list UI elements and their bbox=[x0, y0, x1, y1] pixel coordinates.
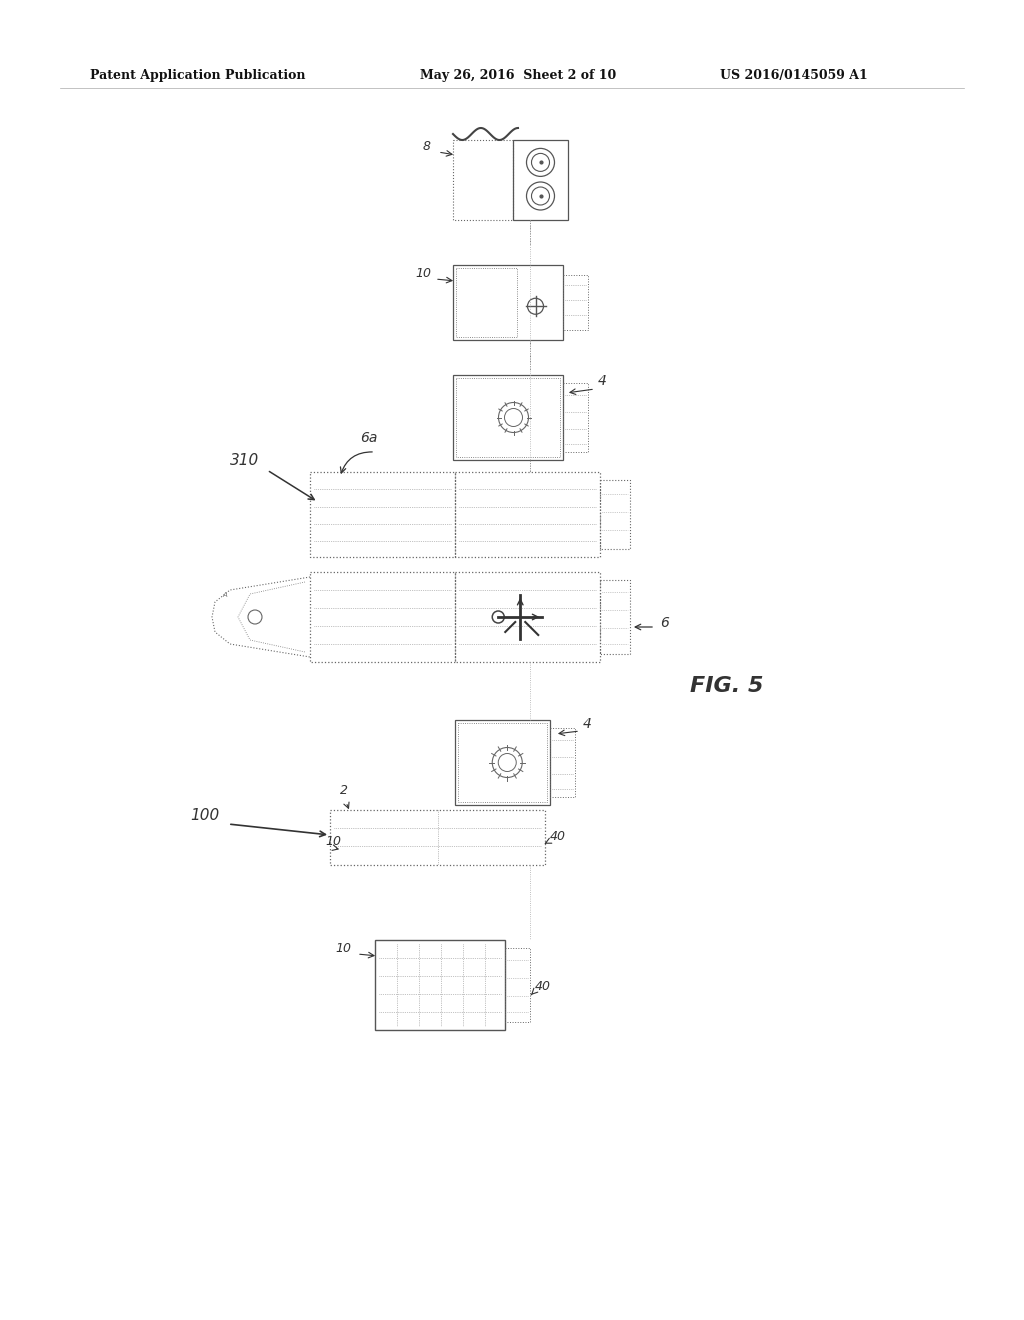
Text: FIG. 5: FIG. 5 bbox=[690, 676, 764, 696]
Bar bbox=[563, 275, 588, 330]
Bar bbox=[455, 473, 600, 557]
Bar bbox=[455, 572, 600, 663]
Bar bbox=[550, 729, 575, 797]
Bar bbox=[453, 140, 513, 220]
Text: 40: 40 bbox=[535, 979, 551, 993]
Bar bbox=[456, 268, 516, 337]
Text: 6a: 6a bbox=[360, 432, 378, 445]
Text: 40: 40 bbox=[550, 830, 566, 843]
Text: 6: 6 bbox=[660, 616, 669, 630]
Bar bbox=[458, 723, 547, 803]
Bar bbox=[453, 375, 563, 459]
Text: 2: 2 bbox=[340, 784, 348, 797]
Text: 8: 8 bbox=[423, 140, 431, 153]
Text: US 2016/0145059 A1: US 2016/0145059 A1 bbox=[720, 69, 867, 82]
Bar bbox=[600, 480, 630, 549]
Bar bbox=[513, 140, 568, 220]
Bar bbox=[456, 378, 560, 457]
Bar bbox=[310, 473, 455, 557]
Text: 10: 10 bbox=[325, 836, 341, 847]
Text: 4: 4 bbox=[583, 717, 592, 731]
Bar bbox=[600, 579, 630, 653]
Text: Patent Application Publication: Patent Application Publication bbox=[90, 69, 305, 82]
Bar bbox=[310, 572, 455, 663]
Text: A: A bbox=[222, 591, 226, 598]
Bar bbox=[505, 948, 530, 1022]
Text: 10: 10 bbox=[415, 267, 431, 280]
Bar bbox=[375, 940, 505, 1030]
Bar bbox=[455, 719, 550, 805]
Text: 100: 100 bbox=[190, 808, 219, 822]
Bar bbox=[563, 383, 588, 451]
Text: 10: 10 bbox=[335, 942, 351, 954]
Text: 4: 4 bbox=[598, 374, 607, 388]
Bar bbox=[330, 810, 545, 865]
Text: 310: 310 bbox=[230, 453, 259, 469]
Bar bbox=[453, 265, 563, 341]
Text: May 26, 2016  Sheet 2 of 10: May 26, 2016 Sheet 2 of 10 bbox=[420, 69, 616, 82]
